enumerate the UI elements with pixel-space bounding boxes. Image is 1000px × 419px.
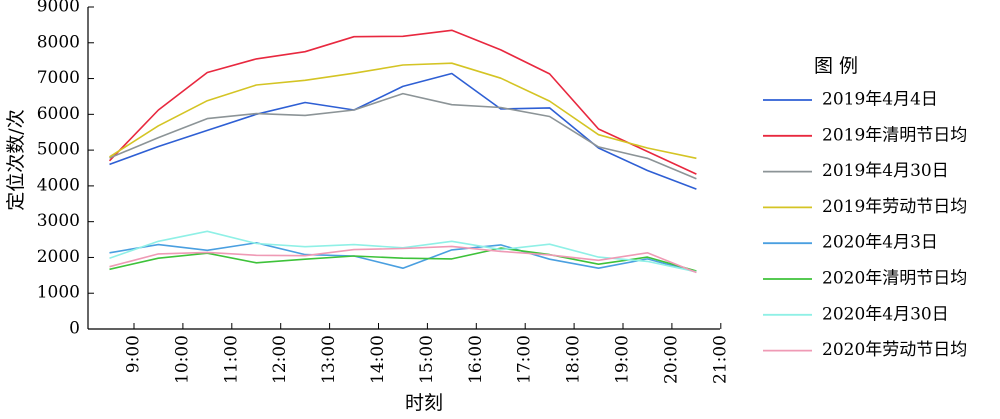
legend-label: 2019年4月4日 (822, 90, 938, 110)
y-tick-label: 8000 (37, 32, 80, 52)
legend-item: 2019年4月4日 (763, 90, 938, 110)
legend-label: 2020年4月3日 (822, 233, 938, 253)
legend-item: 2020年劳动节日均 (763, 340, 967, 360)
y-tick-label: 3000 (37, 211, 80, 231)
x-tick-label: 17:00 (515, 335, 535, 384)
series-line-2 (108, 29, 697, 175)
x-tick-label: 9:00 (124, 335, 144, 373)
legend-item: 2019年清明节日均 (763, 125, 967, 145)
legend-item: 2020年4月30日 (763, 304, 949, 324)
legend-item: 2020年清明节日均 (763, 269, 967, 289)
x-tick-label: 20:00 (661, 335, 681, 384)
series-lines (108, 29, 697, 274)
series-line-4 (109, 62, 697, 160)
legend-label: 2020年劳动节日均 (822, 340, 967, 360)
plot-area: 0 1000 2000 3000 4000 5000 6000 7000 8000 9000 9:… (37, 0, 731, 384)
series-line-1 (109, 72, 697, 190)
legend-title: 图 例 (814, 55, 858, 77)
y-tick-label: 7000 (37, 68, 80, 88)
x-axis-title: 时刻 (405, 392, 443, 414)
x-tick-label: 13:00 (319, 335, 339, 384)
legend-item: 2019年4月30日 (763, 161, 949, 181)
x-tick-label: 18:00 (564, 335, 584, 384)
legend-label: 2019年清明节日均 (822, 125, 967, 145)
y-tick-label: 1000 (37, 283, 80, 303)
legend-label: 2019年4月30日 (822, 161, 949, 181)
legend-label: 2019年劳动节日均 (822, 197, 967, 217)
series-line-8 (109, 245, 697, 274)
x-tick-label: 16:00 (466, 335, 486, 384)
legend-item: 2020年4月3日 (763, 233, 938, 253)
series-line-5 (109, 242, 697, 273)
y-tick-label: 5000 (37, 140, 80, 160)
x-tick-label: 11:00 (221, 335, 241, 384)
legend-label: 2020年清明节日均 (822, 269, 967, 289)
legend-items: 2019年4月4日 2019年清明节日均 2019年4月30日 2019年劳动节日均 2… (763, 90, 967, 360)
x-tick-label: 21:00 (710, 335, 730, 384)
series-line-3 (109, 92, 697, 180)
y-tick-label: 2000 (37, 247, 80, 267)
x-ticks: 9:00 10:00 11:00 12:00 13:00 14:00 15:00 16:00 1… (124, 323, 730, 384)
y-tick-label: 9000 (37, 0, 80, 17)
legend-label: 2020年4月30日 (822, 304, 949, 324)
y-tick-label: 0 (69, 319, 80, 339)
y-axis-title: 定位次数/次 (5, 109, 27, 210)
legend: 图 例 2019年4月4日 2019年清明节日均 2019年4月30日 2019年劳动… (763, 55, 967, 360)
x-tick-label: 10:00 (172, 335, 192, 384)
legend-item: 2019年劳动节日均 (763, 197, 967, 217)
x-tick-label: 15:00 (417, 335, 437, 384)
y-ticks: 0 1000 2000 3000 4000 5000 6000 7000 8000 9000 (37, 0, 94, 339)
x-tick-label: 14:00 (368, 335, 388, 384)
y-tick-label: 6000 (37, 104, 80, 124)
y-tick-label: 4000 (37, 175, 80, 195)
x-tick-label: 12:00 (270, 335, 290, 384)
x-tick-label: 19:00 (613, 335, 633, 384)
